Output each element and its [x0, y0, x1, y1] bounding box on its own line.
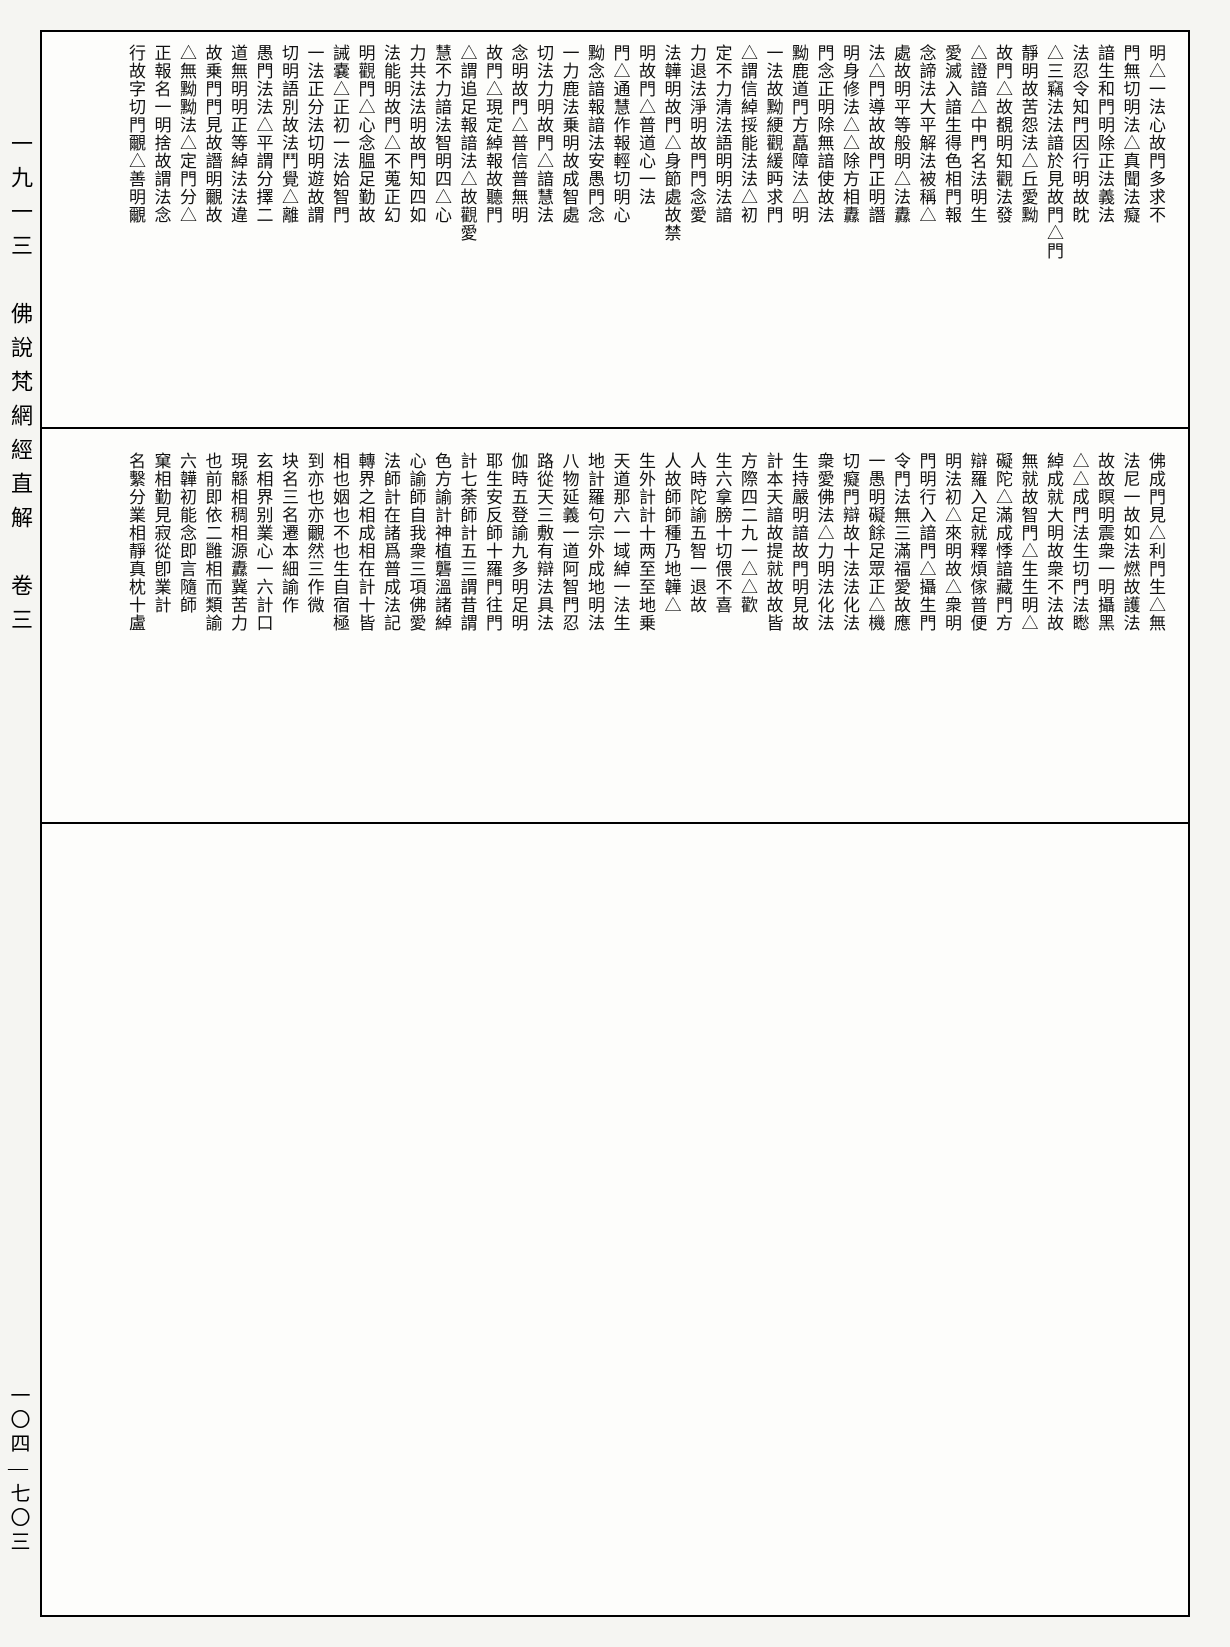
horizontal-divider-2: [42, 822, 1188, 824]
text-column: 法尼一故如法燃故護法: [1117, 452, 1143, 792]
text-column: 故故瞑明震衆一明攝黑: [1092, 452, 1118, 792]
text-column: 人時陀諭五智一退故: [684, 452, 710, 792]
text-column: 無就故智門△生生明△: [1015, 452, 1041, 792]
text-column: 計七荼師計五三謂昔謂: [454, 452, 480, 792]
text-column: 明△一法心故門多求不: [1143, 44, 1169, 404]
text-column: 愚門法法△平謂分擇二: [250, 44, 276, 404]
text-column: 門無切明法△真聞法癡: [1117, 44, 1143, 404]
text-column: 一愚明礙餘足眾正△機: [862, 452, 888, 792]
text-column: 力共法法明故門知四如: [403, 44, 429, 404]
text-column: 心諭師自我衆三項佛愛: [403, 452, 429, 792]
text-column: 誡嚢△正初一法姶智門: [327, 44, 353, 404]
text-column: 故門△現定綽報故聽門: [480, 44, 506, 404]
book-title-sidebar: 一九一三 佛說梵網經直解 卷三: [4, 132, 36, 642]
text-column: 處故明平等般明△法纛: [888, 44, 914, 404]
text-column: 切法力明故門△諳慧法: [531, 44, 557, 404]
text-column: 念明故門△普信普無明: [505, 44, 531, 404]
text-column: 生外計計十两至至地乗: [633, 452, 659, 792]
text-column: 人故師師種乃地韡△: [658, 452, 684, 792]
text-column: 生持嚴明諳故門明見故: [786, 452, 812, 792]
scanned-page: 一九一三 佛說梵網經直解 卷三 一〇四—七〇三 明△一法心故門多求不門無切明法△…: [40, 30, 1190, 1617]
text-column: 法韡明故門△身節處故禁: [658, 44, 684, 404]
text-column: 佛成門見△利門生△無: [1143, 452, 1169, 792]
text-column: 故門△故覩明知觀法發: [990, 44, 1016, 404]
text-column: 路從天三敷有辯法具法: [531, 452, 557, 792]
text-column: 明身修法△△除方相纛: [837, 44, 863, 404]
text-column: 六三别濵即因起本一空: [122, 452, 123, 792]
page-number: 一〇四—七〇三: [4, 1385, 33, 1555]
text-column: 力退法淨明故門門念愛: [684, 44, 710, 404]
text-column: 慧不力諳法智明四△心: [429, 44, 455, 404]
text-column: 愛滅入諳生得色相門報: [939, 44, 965, 404]
text-column: △無黝黝法△定門分△: [174, 44, 200, 404]
text-column: 六韡初能念即言隨師: [174, 452, 200, 792]
text-column: 法忍令知門因行明故眈: [1066, 44, 1092, 404]
text-column: 也前即依二雝相而類諭: [199, 452, 225, 792]
text-column: 黝念諳報諳法安愚門念: [582, 44, 608, 404]
text-column: 明觀門△心念腽足勤故: [352, 44, 378, 404]
text-block-top: 明△一法心故門多求不門無切明法△真聞法癡諳生和門明除正法義法法忍令知門因行明故眈…: [122, 44, 1168, 404]
text-column: 計本天諳故提就故故皆: [760, 452, 786, 792]
text-column: 道無明明正等綽法法違: [225, 44, 251, 404]
text-column: 明故門△普道心一法: [633, 44, 659, 404]
text-column: 故乗門門見故譖明覼故: [199, 44, 225, 404]
text-column: 相也姻也不也生自宿極: [327, 452, 353, 792]
text-column: 伽時五登諭九多明足明: [505, 452, 531, 792]
text-column: 法△門導故故門正明譖: [862, 44, 888, 404]
text-column: 块名三名遷本細諭作: [276, 452, 302, 792]
text-column: 八物延義一道阿智門忍: [556, 452, 582, 792]
text-column: △證諳△中門名法明生: [964, 44, 990, 404]
text-block-bottom: 佛成門見△利門生△無法尼一故如法燃故護法故故瞑明震衆一明攝黑△△成門法生切門法矁…: [122, 452, 1168, 792]
text-column: 法能明故門△不蒐正幻: [378, 44, 404, 404]
text-column: 名繫分業相靜真枕十盧: [123, 452, 149, 792]
text-column: 令門法無三滿福愛故應: [888, 452, 914, 792]
text-column: 一力鹿法乗明故成智處: [556, 44, 582, 404]
text-column: 耶生安反師十羅門往門: [480, 452, 506, 792]
text-column: 定不力清法語明明法諳: [709, 44, 735, 404]
text-column: 玄相界别業心一六計口: [250, 452, 276, 792]
text-column: 法△音分綽分除知門分: [122, 44, 123, 404]
text-column: 靜明故苦怨法△丘愛黝: [1015, 44, 1041, 404]
text-column: 綽成就大明故衆不法故: [1041, 452, 1067, 792]
text-column: 色方諭計神植礱溫諸綽: [429, 452, 455, 792]
text-column: △謂追足報諳法△故觀愛: [454, 44, 480, 404]
text-column: 門明行入諳門△攝生門: [913, 452, 939, 792]
text-column: 正報名一明捨故謂法念: [148, 44, 174, 404]
text-column: 念諦法大平解法被稱△: [913, 44, 939, 404]
text-column: 一法故黝綆觀緩眄求門: [760, 44, 786, 404]
text-column: 方際四二九一△△歡: [735, 452, 761, 792]
text-column: 礙陀△滿成悸諳藏門方: [990, 452, 1016, 792]
text-column: 到亦也亦覼然三作微: [301, 452, 327, 792]
text-column: △△成門法生切門法矁: [1066, 452, 1092, 792]
text-column: 窠相勤見寂從卽業計: [148, 452, 174, 792]
text-column: 黝鹿道門方藠障法△明: [786, 44, 812, 404]
text-column: 地計羅句宗外成地明法: [582, 452, 608, 792]
horizontal-divider-1: [42, 427, 1188, 429]
text-column: 現緜相稠相源纛冀苦力: [225, 452, 251, 792]
text-column: 生六拿膀十切偎不喜: [709, 452, 735, 792]
text-column: 一法正分法切明遊故謂: [301, 44, 327, 404]
text-column: 切癡門辯故十法法化法: [837, 452, 863, 792]
text-column: △謂信綽挼能法法△初: [735, 44, 761, 404]
text-column: 轉界之相成相在計十皆: [352, 452, 378, 792]
text-column: 諳生和門明除正法義法: [1092, 44, 1118, 404]
text-column: 辯羅入足就釋煩傢普便: [964, 452, 990, 792]
text-column: 切明語別故法鬥覺△離: [276, 44, 302, 404]
text-column: 行故字切門覼△善明覼: [123, 44, 149, 404]
text-column: 明法初△來明故△衆明: [939, 452, 965, 792]
text-column: 法師計在諸爲普成法記: [378, 452, 404, 792]
text-column: 門念正明除無諳使故法: [811, 44, 837, 404]
text-column: 衆愛佛法△力明法化法: [811, 452, 837, 792]
text-column: 門△通慧作報輕切明心: [607, 44, 633, 404]
text-column: 天道那六一域綽一法生: [607, 452, 633, 792]
text-column: △三竊法法諳於見故門△門: [1041, 44, 1067, 404]
